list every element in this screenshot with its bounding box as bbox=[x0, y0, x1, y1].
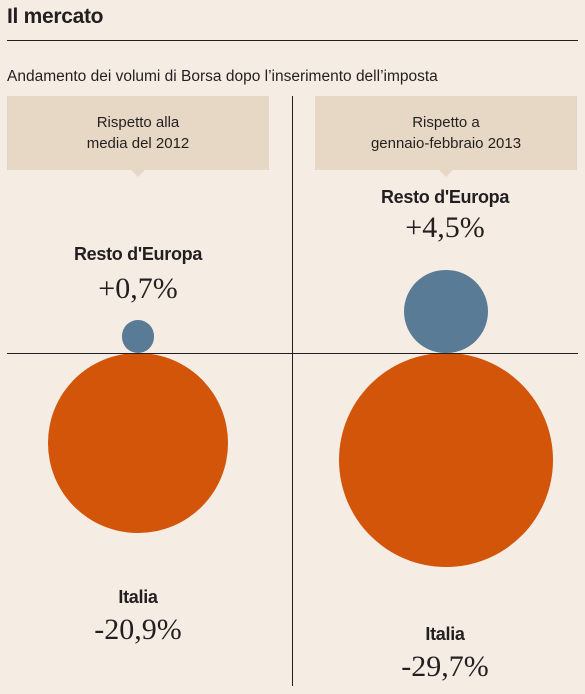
panel-right-header: Rispetto a gennaio-febbraio 2013 bbox=[315, 96, 577, 177]
bubble-left-italy bbox=[48, 353, 228, 533]
zero-baseline bbox=[7, 353, 578, 354]
panel-right-label-line2: gennaio-febbraio 2013 bbox=[370, 135, 522, 152]
panel-left-label-line2: media del 2012 bbox=[86, 135, 190, 152]
label-right-italy-value: -29,7% bbox=[401, 650, 489, 683]
label-left-italy-name: Italia bbox=[118, 587, 158, 607]
label-left-europe-value: +0,7% bbox=[98, 272, 178, 305]
panel-divider bbox=[292, 96, 293, 686]
panel-left-label-line1: Rispetto alla bbox=[96, 114, 180, 131]
bubble-left-europe bbox=[121, 320, 155, 353]
bubble-right-europe bbox=[404, 269, 488, 353]
page-title: Il mercato bbox=[7, 5, 104, 28]
title-divider bbox=[7, 40, 578, 41]
panel-left-header: Rispetto alla media del 2012 bbox=[7, 96, 269, 177]
bubble-right-italy bbox=[339, 353, 553, 567]
label-right-italy-name: Italia bbox=[425, 624, 465, 644]
chart-subtitle: Andamento dei volumi di Borsa dopo l’ins… bbox=[7, 68, 438, 85]
label-right-europe-name: Resto d'Europa bbox=[380, 187, 510, 207]
label-left-italy-value: -20,9% bbox=[94, 613, 182, 646]
label-right-europe-value: +4,5% bbox=[405, 211, 485, 244]
label-left-europe-name: Resto d'Europa bbox=[73, 244, 203, 264]
panel-right-label-line1: Rispetto a bbox=[412, 114, 480, 131]
